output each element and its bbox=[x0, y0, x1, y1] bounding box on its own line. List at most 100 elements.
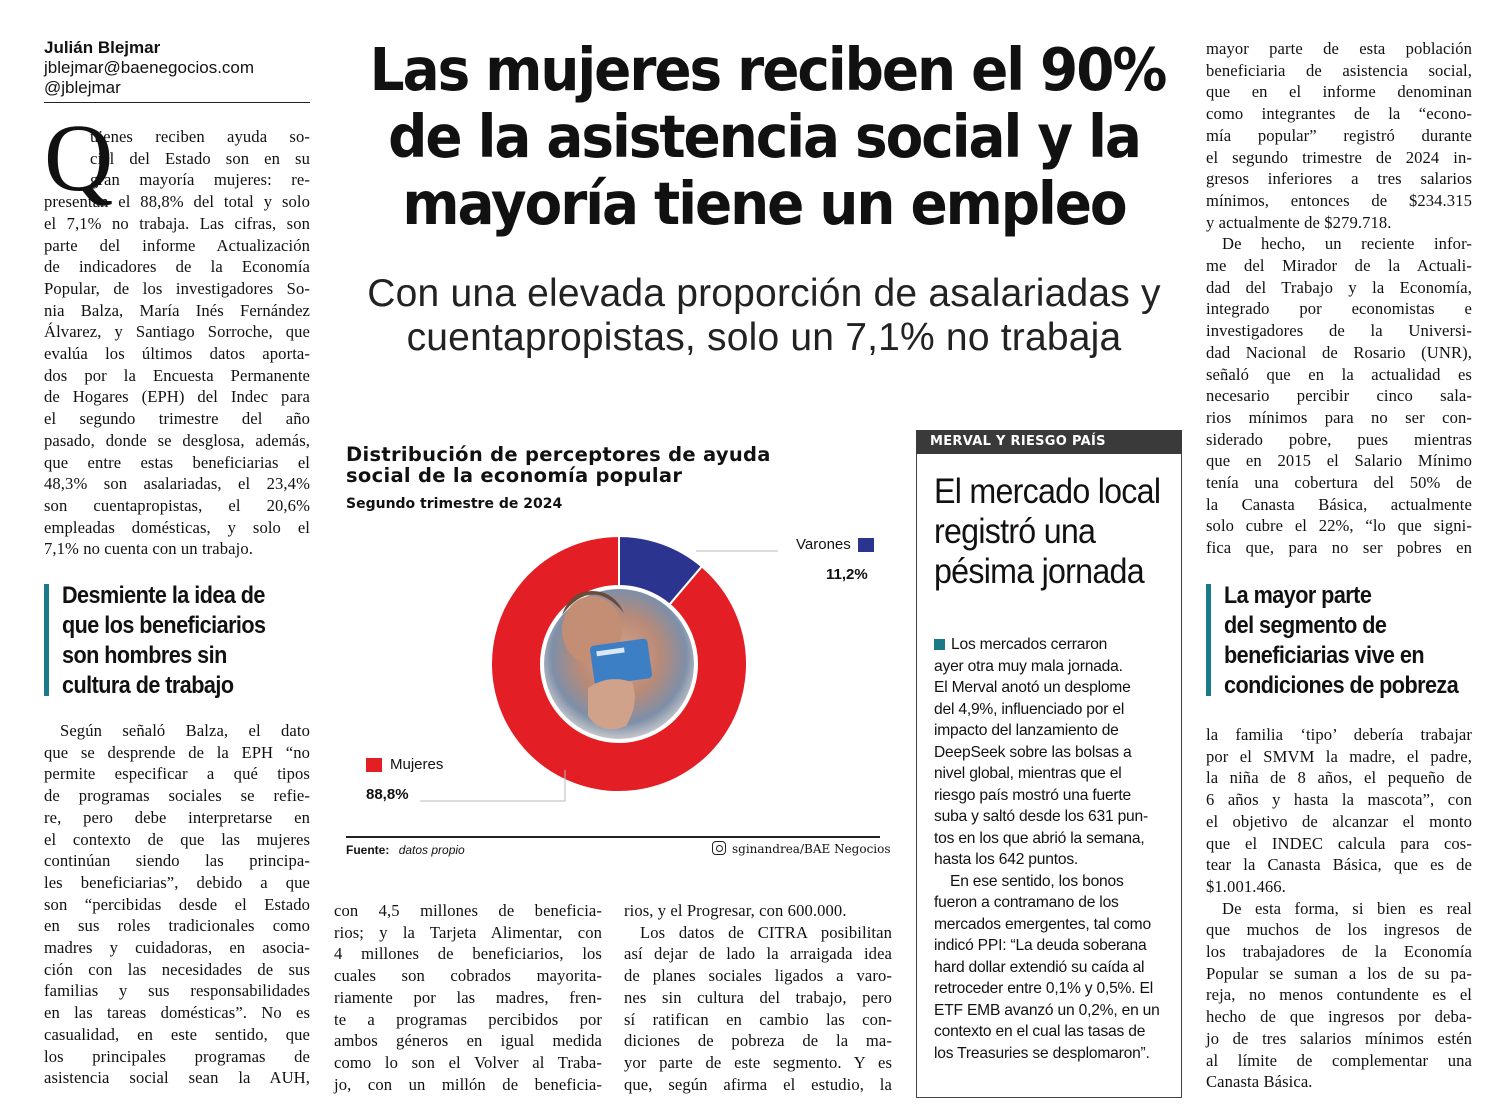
text-line: de Hogares (EPH) del Indec para bbox=[44, 387, 310, 407]
text-run: Los mercados cerraron bbox=[951, 636, 1108, 653]
text-line: el 7,1% no trabaja. Las cifras, son bbox=[44, 213, 310, 233]
text-line: que, según afirma el estudio, la bbox=[624, 1074, 892, 1094]
text-line: hecho de que ingresos por deba- bbox=[1206, 1007, 1472, 1027]
text-line: el contexto de que las mujeres bbox=[44, 829, 310, 849]
text-line: tos en los que abrió la semana, bbox=[934, 829, 1145, 847]
legend-varones-label: Varones bbox=[796, 536, 851, 553]
chart-source: Fuente: datos propio bbox=[346, 843, 465, 857]
text-line: 48,3% son asalariadas, el 23,4% bbox=[44, 474, 310, 494]
pull-quote-line: son hombres sin bbox=[62, 642, 227, 669]
text-line: ETF EMB avanzó un 0,2%, en un bbox=[934, 1001, 1160, 1019]
sidebar-title-line: pésima jornada bbox=[934, 552, 1145, 591]
text-line: diciones de pobreza de la ma- bbox=[624, 1031, 892, 1051]
author-email[interactable]: jblejmar@baenegocios.com bbox=[44, 58, 255, 77]
author-name: Julián Blejmar bbox=[44, 38, 161, 57]
value-label-varones: 11,2% bbox=[826, 566, 868, 583]
text-line: en sus roles tradicionales como bbox=[44, 916, 310, 936]
text-line: mayor parte de esta población bbox=[1206, 39, 1472, 58]
source-text: datos propio bbox=[398, 843, 465, 857]
text-line: Según señaló Balza, el dato bbox=[60, 721, 310, 740]
text-line: me del Mirador de la Actuali- bbox=[1206, 256, 1472, 276]
text-line: la niña de 8 años, el pequeño de bbox=[1206, 768, 1472, 788]
text-line: nes sin cultura del trabajo, pero bbox=[624, 987, 892, 1007]
text-line: indicó PPI: “La deuda soberana bbox=[934, 937, 1147, 954]
text-line: riamente por las madres, fren- bbox=[334, 987, 602, 1007]
text-line: y actualmente de $279.718. bbox=[1206, 212, 1392, 232]
subtitle-line: cuentapropistas, solo un 7,1% no trabaja bbox=[406, 316, 1122, 359]
text-line: son cuentapropistas, el 20,6% bbox=[44, 495, 310, 515]
pull-quote-line: condiciones de pobreza bbox=[1224, 672, 1459, 699]
headline-line: de la asistencia social y la bbox=[388, 102, 1142, 171]
text-line: dos por la Encuesta Permanente bbox=[44, 365, 310, 385]
subtitle: Con una elevada proporción de asalariada… bbox=[340, 272, 1188, 360]
pull-quote-line: Desmiente la idea de bbox=[62, 582, 265, 609]
source-label: Fuente: bbox=[346, 843, 390, 857]
text-line: Popular se suman a los de su pa- bbox=[1206, 963, 1472, 983]
text-line: retroceder entre 0,1% y 0,5%. El bbox=[934, 980, 1153, 997]
text-line: los trabajadores de la Economía bbox=[1206, 942, 1472, 962]
text-line: el segundo trimestre del año bbox=[44, 409, 310, 429]
text-line: de indicadores de la Economía bbox=[44, 257, 310, 277]
text-line: como integrantes de la “econo- bbox=[1206, 104, 1472, 124]
text-line: hard dollar extendió su caída al bbox=[934, 958, 1145, 976]
chart-title-line: Distribución de perceptores de ayuda bbox=[346, 443, 771, 466]
text-line: que muchos de los ingresos de bbox=[1206, 920, 1472, 940]
value-label-mujeres: 88,8% bbox=[366, 786, 409, 803]
text-line: ambos géneros en igual medida bbox=[334, 1031, 602, 1051]
headline-line: Las mujeres reciben el 90% bbox=[369, 35, 1168, 104]
text-line: que en 2015 el Salario Mínimo bbox=[1206, 451, 1472, 471]
text-line: reja, no menos contundente es el bbox=[1206, 985, 1472, 1005]
text-line: por el SMVM la madre, el padre, bbox=[1206, 746, 1472, 766]
text-line: continúan siendo las principa- bbox=[44, 851, 310, 871]
pull-quote-1: Desmiente la idea de que los beneficiari… bbox=[62, 581, 266, 701]
pull-quote-line: La mayor parte bbox=[1224, 582, 1372, 609]
text-line: pasado, donde se desglosa, además, bbox=[44, 430, 310, 450]
text-line: jo de tres salarios mínimos estén bbox=[1206, 1028, 1472, 1048]
legend-varones-swatch bbox=[858, 538, 874, 552]
text-line: 6 años y hasta la mascota”, con bbox=[1206, 790, 1472, 810]
text-line: Álvarez, y Santiago Sorroche, que bbox=[44, 322, 310, 342]
text-line: mercados emergentes, tal como bbox=[934, 915, 1151, 933]
text-line: asistencia social sean la AUH, bbox=[44, 1068, 310, 1088]
text-line: los principales programas de bbox=[44, 1046, 310, 1066]
byline: Julián Blejmar jblejmar@baenegocios.com … bbox=[44, 38, 310, 103]
text-line: rios; y la Tarjeta Alimentar, con bbox=[334, 922, 602, 942]
text-line: mía popular” registró durante bbox=[1206, 125, 1472, 145]
author-handle[interactable]: @jblejmar bbox=[44, 78, 121, 97]
text-line: familias y sus responsabilidades bbox=[44, 981, 310, 1001]
text-line: gresos inferiores a tres salarios bbox=[1206, 169, 1472, 189]
square-bullet-icon bbox=[934, 639, 945, 650]
chart-subtitle: Segundo trimestre de 2024 bbox=[346, 496, 563, 512]
text-line: mínimos, entonces de $234.315 bbox=[1206, 190, 1472, 210]
text-line: yor parte de este segmento. Y es bbox=[624, 1052, 892, 1072]
drop-cap: Q bbox=[44, 104, 114, 211]
text-line: Popular, de los investigadores So- bbox=[44, 278, 310, 298]
text-line: investigadores de la Universi- bbox=[1206, 321, 1472, 341]
text-line: De esta forma, si bien es real bbox=[1222, 898, 1472, 918]
text-line: parte del informe Actualización bbox=[44, 235, 310, 255]
sidebar-title-line: registró una bbox=[934, 512, 1096, 551]
headline-line: mayoría tiene un empleo bbox=[402, 169, 1127, 238]
text-line: nia Balza, María Inés Fernández bbox=[44, 300, 310, 320]
text-line: nivel global, mientras que el bbox=[934, 765, 1122, 782]
text-line: jo, con un millón de beneficia- bbox=[334, 1074, 602, 1094]
text-line: dad del Trabajo y la Economía, bbox=[1206, 277, 1472, 297]
column-5-bottom: la familia ‘tipo’ debería trabajar por e… bbox=[1206, 724, 1472, 1093]
text-line: con 4,5 millones de beneficia- bbox=[334, 901, 602, 920]
text-line: empleadas domésticas, y solo el bbox=[44, 517, 310, 537]
text-line: Los mercados cerraron bbox=[934, 634, 1168, 656]
text-line: rios, y el Progresar, con 600.000. bbox=[624, 901, 847, 920]
text-line: 4 millones de beneficiarios, los bbox=[334, 944, 602, 964]
text-line: de programas sociales se refie- bbox=[44, 786, 310, 806]
text-line: rios mínimos para no ser con- bbox=[1206, 407, 1472, 427]
text-line: tear la Canasta Básica, que es de bbox=[1206, 855, 1472, 875]
column-1-cont: Según señaló Balza, el dato que se despr… bbox=[44, 720, 310, 1089]
text-line: solo cubre el 22%, “lo que signi- bbox=[1206, 516, 1472, 536]
text-line: les beneficiarias”, debido a que bbox=[44, 872, 310, 892]
sidebar-section-label: MERVAL Y RIESGO PAÍS bbox=[916, 430, 1182, 454]
text-line: cial del Estado son en su bbox=[90, 148, 310, 168]
pull-quote-line: beneficiarias vive en bbox=[1224, 642, 1425, 669]
pull-quote-line: cultura de trabajo bbox=[62, 672, 234, 699]
text-line: casualidad, en este sentido, que bbox=[44, 1024, 310, 1044]
text-line: beneficiaria de asistencia social, bbox=[1206, 60, 1472, 80]
